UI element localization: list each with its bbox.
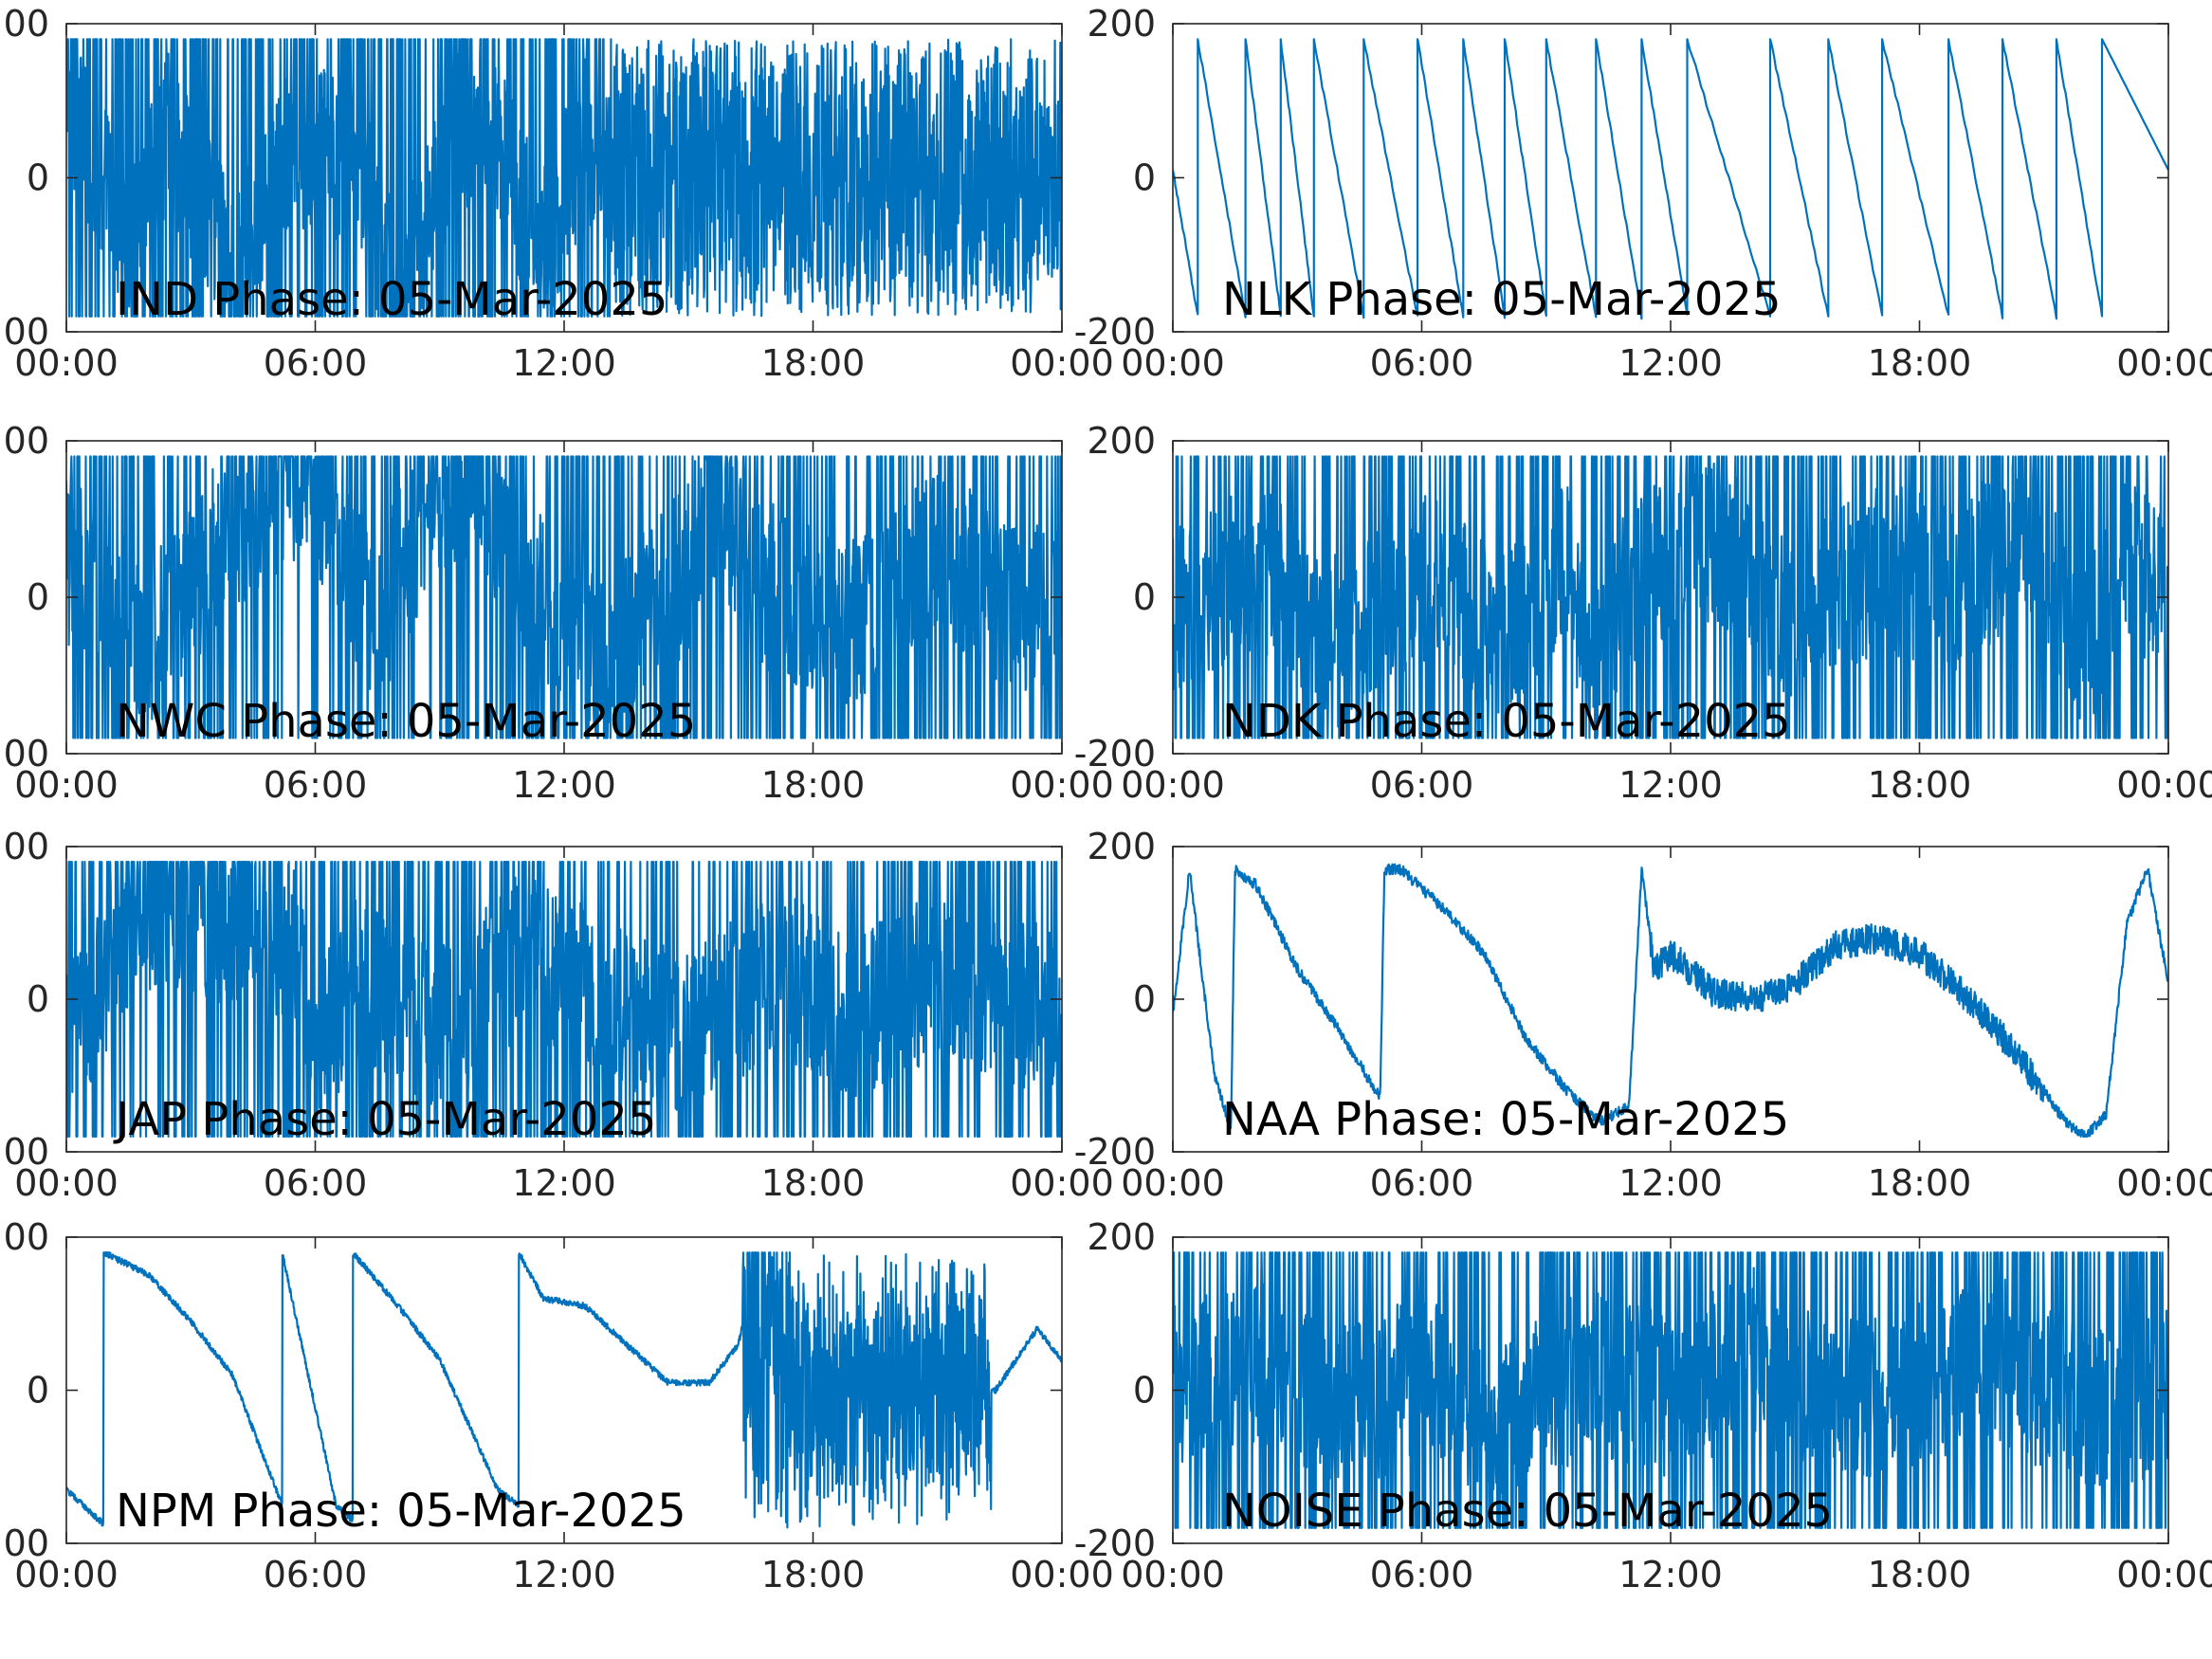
x-tick-label: 06:00 <box>264 764 368 806</box>
subplot-title: NPM Phase: 05-Mar-2025 <box>116 1485 686 1538</box>
subplot-title: NLK Phase: 05-Mar-2025 <box>1222 273 1782 326</box>
x-tick-label: 12:00 <box>1618 342 1723 384</box>
x-tick-label: 00:00 <box>14 764 119 806</box>
y-tick-label: 0 <box>1133 1370 1156 1412</box>
series-line <box>1173 1251 2168 1529</box>
x-tick-label: 18:00 <box>761 342 866 384</box>
series-line <box>1173 863 2168 1138</box>
x-tick-label: 12:00 <box>512 342 616 384</box>
series-line <box>66 861 1062 1138</box>
x-tick-label: 00:00 <box>2116 1162 2212 1204</box>
x-tick-label: 00:00 <box>14 1162 119 1204</box>
y-tick-label: -200 <box>0 311 49 353</box>
x-tick-label: 06:00 <box>264 1162 368 1204</box>
y-tick-label: -200 <box>1074 1131 1156 1173</box>
y-tick-label: 200 <box>0 826 49 867</box>
y-tick-label: 0 <box>1133 157 1156 199</box>
y-tick-label: 0 <box>27 978 49 1020</box>
x-tick-label: 00:00 <box>2116 1554 2212 1595</box>
series-line <box>66 38 1062 318</box>
y-tick-label: 0 <box>27 157 49 199</box>
y-tick-label: -200 <box>1074 1522 1156 1564</box>
y-tick-label: -200 <box>1074 733 1156 775</box>
x-tick-label: 00:00 <box>2116 764 2212 806</box>
y-tick-label: -200 <box>0 1522 49 1564</box>
subplot-title: NOISE Phase: 05-Mar-2025 <box>1222 1485 1833 1538</box>
x-tick-label: 18:00 <box>761 764 866 806</box>
y-tick-label: 0 <box>27 1370 49 1412</box>
x-tick-label: 00:00 <box>14 342 119 384</box>
x-tick-label: 12:00 <box>1618 1554 1723 1595</box>
y-tick-label: 200 <box>0 420 49 462</box>
subplot-title: JAP Phase: 05-Mar-2025 <box>113 1093 656 1146</box>
x-tick-label: 00:00 <box>1010 1162 1114 1204</box>
x-tick-label: 00:00 <box>1121 1162 1225 1204</box>
x-tick-label: 12:00 <box>1618 764 1723 806</box>
x-tick-label: 06:00 <box>264 1554 368 1595</box>
x-tick-label: 12:00 <box>512 1554 616 1595</box>
x-tick-label: 00:00 <box>1010 1554 1114 1595</box>
x-tick-label: 06:00 <box>1370 764 1474 806</box>
y-tick-label: 200 <box>1087 1216 1156 1258</box>
series-line <box>1173 455 2168 739</box>
subplot-title: NWC Phase: 05-Mar-2025 <box>116 695 696 748</box>
series-line <box>66 1251 1062 1529</box>
x-tick-label: 00:00 <box>1121 342 1225 384</box>
y-tick-label: 200 <box>0 3 49 45</box>
x-tick-label: 18:00 <box>1868 764 1972 806</box>
y-tick-label: 200 <box>1087 826 1156 867</box>
series-line <box>1173 38 2168 320</box>
x-tick-label: 18:00 <box>1868 342 1972 384</box>
y-tick-label: 200 <box>1087 420 1156 462</box>
x-tick-label: 18:00 <box>1868 1554 1972 1595</box>
x-tick-label: 00:00 <box>1010 342 1114 384</box>
x-tick-label: 00:00 <box>14 1554 119 1595</box>
x-tick-label: 06:00 <box>1370 342 1474 384</box>
x-tick-label: 12:00 <box>512 1162 616 1204</box>
x-tick-label: 00:00 <box>1121 1554 1225 1595</box>
x-tick-label: 12:00 <box>1618 1162 1723 1204</box>
x-tick-label: 00:00 <box>1010 764 1114 806</box>
x-tick-label: 06:00 <box>1370 1162 1474 1204</box>
y-tick-label: -200 <box>1074 311 1156 353</box>
x-tick-label: 00:00 <box>2116 342 2212 384</box>
x-tick-label: 06:00 <box>1370 1554 1474 1595</box>
x-tick-label: 18:00 <box>761 1554 866 1595</box>
y-tick-label: 200 <box>1087 3 1156 45</box>
x-tick-label: 00:00 <box>1121 764 1225 806</box>
subplot-title: IND Phase: 05-Mar-2025 <box>116 273 667 326</box>
x-tick-label: 12:00 <box>512 764 616 806</box>
x-tick-label: 18:00 <box>761 1162 866 1204</box>
subplot-title: NAA Phase: 05-Mar-2025 <box>1222 1093 1789 1146</box>
y-tick-label: -200 <box>0 1131 49 1173</box>
subplot-title: NDK Phase: 05-Mar-2025 <box>1222 695 1791 748</box>
y-tick-label: 0 <box>1133 978 1156 1020</box>
y-tick-label: 0 <box>1133 576 1156 618</box>
y-tick-label: -200 <box>0 733 49 775</box>
x-tick-label: 18:00 <box>1868 1162 1972 1204</box>
y-tick-label: 0 <box>27 576 49 618</box>
series-line <box>66 455 1062 739</box>
y-tick-label: 200 <box>0 1216 49 1258</box>
x-tick-label: 06:00 <box>264 342 368 384</box>
